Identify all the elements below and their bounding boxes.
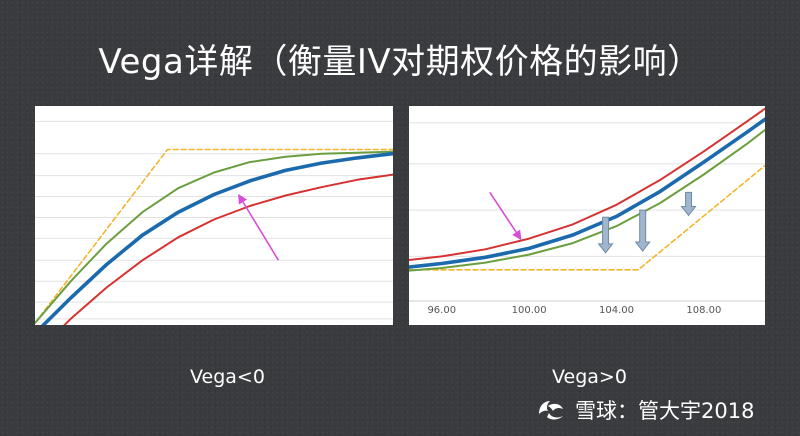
slide-title: Vega详解（衡量IV对期权价格的影响） [98, 42, 702, 82]
down-block-arrow [597, 216, 614, 254]
annotation-arrow [489, 191, 522, 241]
chart-right: 96.00 100.00 104.00 108.00 [409, 107, 765, 316]
x-tick-label: 96.00 [427, 305, 456, 316]
x-tick-label: 104.00 [599, 305, 634, 316]
chart-left-panel [35, 106, 393, 325]
x-tick-label: 100.00 [512, 305, 547, 316]
caption-vega-negative: Vega<0 [190, 366, 265, 388]
series-line [63, 173, 393, 325]
payoff-line [409, 164, 765, 271]
chart-left [35, 120, 393, 325]
series-line [409, 129, 765, 272]
x-tick-label: 108.00 [686, 305, 721, 316]
series-line [35, 150, 393, 324]
payoff-line [35, 148, 393, 324]
down-block-arrow [634, 209, 651, 252]
annotation-arrow [238, 193, 280, 261]
watermark-author: 管大宇2018 [638, 399, 755, 423]
series-line [409, 107, 765, 261]
series-line [40, 151, 393, 325]
down-block-arrow [680, 191, 697, 217]
watermark: 雪球 ： 管大宇2018 [535, 395, 780, 425]
chart-right-panel: 96.00 100.00 104.00 108.00 [409, 106, 765, 325]
caption-vega-positive: Vega>0 [552, 366, 627, 388]
watermark-separator: ： [617, 399, 638, 423]
series-line [409, 117, 765, 269]
watermark-site: 雪球 [575, 399, 617, 423]
xueqiu-logo-icon [535, 397, 569, 423]
